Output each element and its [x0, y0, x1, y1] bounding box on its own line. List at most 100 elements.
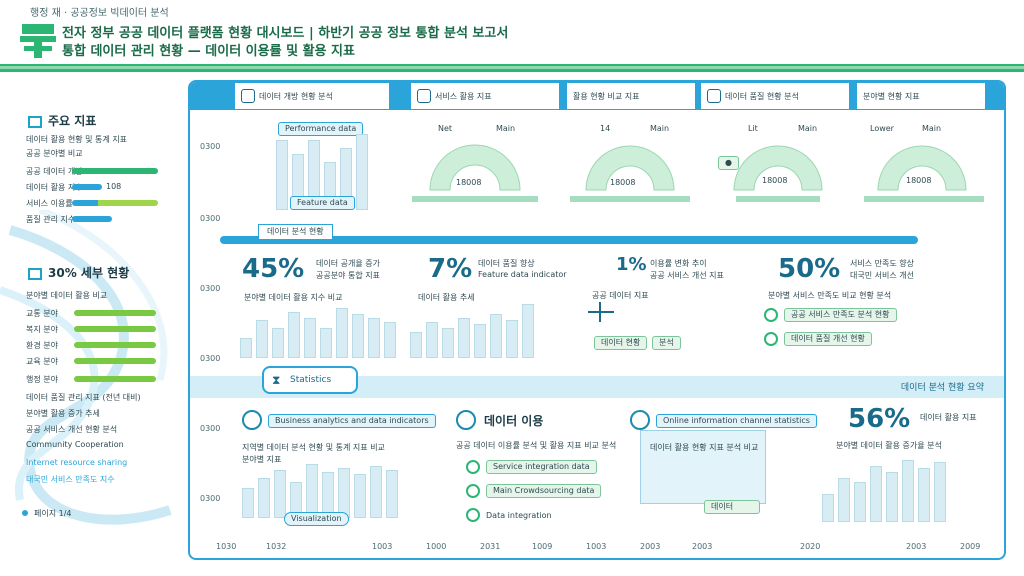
- dot-icon: ●: [725, 158, 732, 167]
- report-icon: [241, 89, 255, 103]
- sidebar-row-value: 108: [106, 182, 122, 191]
- gauge-label: Lower: [870, 124, 894, 133]
- gauge-3: [733, 145, 823, 202]
- kpi-desc: 공공 데이터 지표: [592, 291, 649, 300]
- kpi-sub: Feature data indicator: [478, 270, 567, 279]
- sidebar-row-bar: [74, 310, 156, 316]
- kpi-chip: 데이터 현황: [594, 336, 648, 350]
- kpi-desc: 데이터 활용 추세: [418, 293, 475, 302]
- gauge-marker: ●: [718, 156, 739, 170]
- sidebar-desc: 분야별 데이터 활용 비교: [26, 291, 108, 300]
- sidebar-row-bar: [72, 200, 158, 206]
- sidebar-desc: 데이터 활용 현황 및 통계 지표: [26, 135, 128, 144]
- check-circle-icon: [466, 484, 480, 498]
- card-list-item[interactable]: Service integration data: [466, 460, 597, 474]
- check-icon: [707, 89, 721, 103]
- summary-band: [190, 376, 1004, 398]
- header-subtitle: 행정 재 · 공공정보 빅데이터 분석: [30, 8, 169, 19]
- card-chip[interactable]: Visualization: [284, 512, 349, 526]
- card-head-4[interactable]: 데이터 품질 현황 분석: [700, 82, 850, 110]
- gauge-value: 18008: [906, 176, 932, 185]
- x-axis-label: 2003: [906, 542, 927, 551]
- sidebar-desc: 공공 분야별 비교: [26, 149, 83, 158]
- sidebar-link[interactable]: 대국민 서비스 만족도 지수: [26, 475, 115, 484]
- card-head-3[interactable]: 활용 현황 비교 지표: [566, 82, 696, 110]
- card-list-item[interactable]: Main Crowdsourcing data: [466, 484, 602, 498]
- gauge-label: 14: [600, 124, 611, 133]
- logo-icon: [20, 24, 56, 58]
- sidebar-row-bar: [74, 342, 156, 348]
- x-axis-label: 2003: [640, 542, 661, 551]
- gauge-label: Main: [798, 124, 818, 133]
- x-axis-label: 1000: [426, 542, 447, 551]
- sidebar-note: 분야별 활용 증가 추세: [26, 409, 100, 418]
- info-panel: [640, 430, 766, 504]
- kpi-list-item[interactable]: 공공 서비스 만족도 분석 현황: [764, 308, 897, 322]
- kpi-value: 56%: [848, 404, 911, 434]
- card-tag: Online information channel statistics: [656, 414, 817, 428]
- bottom-bar-chart-2: [822, 458, 946, 522]
- header: 행정 재 · 공공정보 빅데이터 분석 전자 정부 공공 데이터 플랫폼 현황 …: [0, 0, 1024, 72]
- x-axis-label: 2031: [480, 542, 501, 551]
- sidebar-row-label: 공공 데이터 개방: [26, 167, 83, 176]
- x-axis-label: 1032: [266, 542, 287, 551]
- sidebar-row-label: 서비스 이용률: [26, 199, 73, 208]
- kpi-bar-chart: [240, 304, 396, 358]
- section-tag: 데이터 분석 현황: [258, 224, 333, 240]
- kpi-value: 45%: [242, 254, 305, 284]
- x-axis-label: 2009: [960, 542, 981, 551]
- card-desc: 분야별 지표: [242, 455, 282, 464]
- gauge-value: 18008: [456, 178, 482, 187]
- check-circle-icon: [466, 508, 480, 522]
- kpi-value: 7%: [428, 254, 473, 284]
- sidebar-link[interactable]: Internet resource sharing: [26, 458, 128, 467]
- kpi-desc: 분야별 서비스 만족도 비교 현황 분석: [768, 291, 892, 300]
- tool-icon: [417, 89, 431, 103]
- sidebar-row-label: 교통 분야: [26, 309, 58, 318]
- kpi-value: 50%: [778, 254, 841, 284]
- card-head-2[interactable]: 서비스 활용 지표: [410, 82, 560, 110]
- sidebar-note: 공공 서비스 개선 현황 분석: [26, 425, 118, 434]
- decorative-swirl: [0, 210, 172, 525]
- sidebar-section2-title: 30% 세부 현황: [28, 264, 129, 281]
- bar: [276, 140, 288, 210]
- kpi-sub: 대국민 서비스 개선: [850, 271, 914, 280]
- statistics-pill[interactable]: ⧗ Statistics: [262, 366, 358, 394]
- sidebar-row-label: 데이터 활용 지수: [26, 183, 83, 192]
- sidebar-row-bar: [72, 216, 112, 222]
- chart-tag: Performance data: [278, 122, 364, 136]
- card-head-5[interactable]: 분야별 현황 지표: [856, 82, 986, 110]
- gauge-label: Main: [650, 124, 670, 133]
- card-tag: Business analytics and data indicators: [268, 414, 436, 428]
- y-axis-label: 0300: [200, 284, 221, 293]
- sidebar-note: 데이터 품질 관리 지표 (전년 대비): [26, 393, 141, 402]
- section-divider: [220, 236, 918, 244]
- gauge-4: [864, 145, 984, 202]
- sidebar-note: Community Cooperation: [26, 440, 124, 449]
- pagination[interactable]: 페이지 1/4: [22, 508, 72, 519]
- gauge-2: [570, 145, 690, 202]
- sidebar-row-label: 행정 분야: [26, 375, 58, 384]
- kpi-list-item[interactable]: 데이터 품질 개선 현황: [764, 332, 872, 346]
- card-list-item[interactable]: Data integration: [466, 508, 552, 522]
- card-desc: 지역별 데이터 분석 현황 및 통계 지표 비교: [242, 443, 385, 452]
- sidebar-row-label: 교육 분야: [26, 357, 58, 366]
- bottom-bar-chart: [242, 462, 398, 518]
- kpi-sub: 서비스 만족도 향상: [850, 259, 914, 268]
- gauge-label: Net: [438, 124, 453, 133]
- y-axis-label: 0300: [200, 354, 221, 363]
- page-subtitle: 통합 데이터 관리 현황 — 데이터 이용률 및 활용 지표: [62, 44, 355, 59]
- y-axis-label: 0300: [200, 214, 221, 223]
- kpi-value: 1%: [616, 254, 647, 275]
- envelope-icon: [630, 410, 650, 430]
- x-axis-label: 1030: [216, 542, 237, 551]
- sidebar-row-bar: [74, 358, 156, 364]
- card-head-1[interactable]: 데이터 개방 현황 분석: [234, 82, 390, 110]
- sidebar-row-label: 환경 분야: [26, 341, 58, 350]
- header-divider-light: [0, 66, 1024, 69]
- page-title: 전자 정부 공공 데이터 플랫폼 현황 대시보드 | 하반기 공공 정보 통합 …: [62, 26, 509, 41]
- band-label: 데이터 분석 현황 요약: [900, 383, 984, 393]
- sidebar-row-label: 복지 분야: [26, 325, 58, 334]
- kpi-sub: 공공분야 통합 지표: [316, 271, 380, 280]
- card-chip[interactable]: 데이터: [704, 500, 760, 514]
